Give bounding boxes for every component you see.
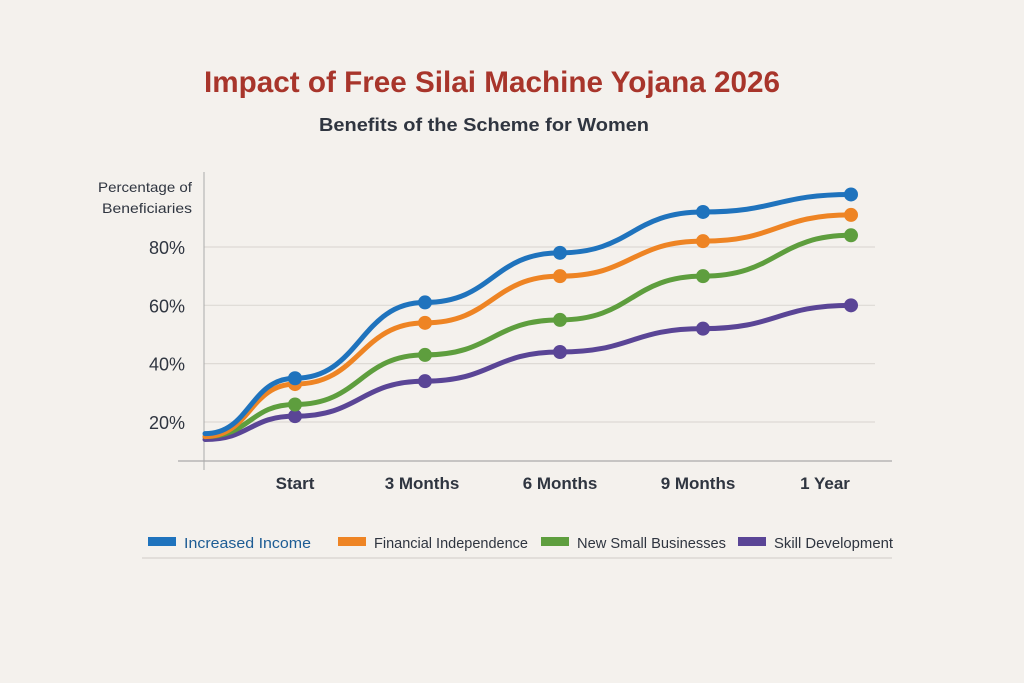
series-line bbox=[202, 191, 854, 437]
x-tick-label: 9 Months bbox=[661, 474, 736, 493]
y-axis-label-line1: Percentage of bbox=[98, 179, 192, 195]
data-point bbox=[553, 344, 567, 359]
data-point bbox=[844, 207, 858, 222]
data-point bbox=[418, 374, 432, 389]
data-point bbox=[696, 321, 710, 336]
chart-subtitle: Benefits of the Scheme for Women bbox=[319, 115, 649, 135]
data-point bbox=[696, 234, 710, 249]
legend-item: Skill Development bbox=[738, 535, 894, 552]
data-point bbox=[288, 397, 302, 412]
data-point bbox=[696, 204, 710, 219]
legend-item: New Small Businesses bbox=[541, 535, 726, 552]
legend-label: Increased Income bbox=[184, 535, 311, 552]
legend-item: Increased Income bbox=[148, 535, 311, 552]
data-point bbox=[288, 409, 302, 424]
series-skill-development bbox=[202, 298, 858, 443]
legend-item: Financial Independence bbox=[338, 535, 528, 552]
data-point bbox=[553, 312, 567, 327]
y-axis-label-line2: Beneficiaries bbox=[102, 200, 192, 216]
data-point bbox=[844, 228, 858, 243]
data-point bbox=[288, 371, 302, 386]
x-tick-label: Start bbox=[276, 474, 315, 493]
legend-swatch bbox=[541, 537, 569, 546]
x-tick-label: 1 Year bbox=[800, 474, 850, 493]
legend-swatch bbox=[738, 537, 766, 546]
data-point bbox=[553, 269, 567, 284]
series-new-small-businesses bbox=[202, 228, 858, 440]
gridlines bbox=[204, 246, 875, 423]
y-tick-labels: 20% 40% 60% 80% bbox=[149, 238, 185, 433]
legend-swatch bbox=[148, 537, 176, 546]
legend-label: Financial Independence bbox=[374, 535, 528, 552]
y-tick-label: 60% bbox=[149, 296, 185, 316]
y-tick-label: 80% bbox=[149, 238, 185, 258]
data-point bbox=[844, 187, 858, 202]
series-group bbox=[202, 187, 858, 443]
x-tick-label: 3 Months bbox=[385, 474, 460, 493]
data-point bbox=[844, 298, 858, 313]
legend-swatch bbox=[338, 537, 366, 546]
y-tick-label: 40% bbox=[149, 355, 185, 375]
legend: Increased Income Financial Independence Ne… bbox=[148, 535, 894, 552]
data-point bbox=[696, 269, 710, 284]
series-increased-income bbox=[202, 187, 858, 437]
data-point bbox=[418, 315, 432, 330]
x-tick-labels: Start 3 Months 6 Months 9 Months 1 Year bbox=[276, 474, 851, 493]
legend-label: New Small Businesses bbox=[577, 535, 726, 552]
data-point bbox=[418, 295, 432, 310]
x-tick-label: 6 Months bbox=[523, 474, 598, 493]
data-point bbox=[418, 347, 432, 362]
legend-label: Skill Development bbox=[774, 535, 894, 552]
y-tick-label: 20% bbox=[149, 413, 185, 433]
chart-title: Impact of Free Silai Machine Yojana 2026 bbox=[204, 66, 780, 99]
data-point bbox=[553, 245, 567, 260]
